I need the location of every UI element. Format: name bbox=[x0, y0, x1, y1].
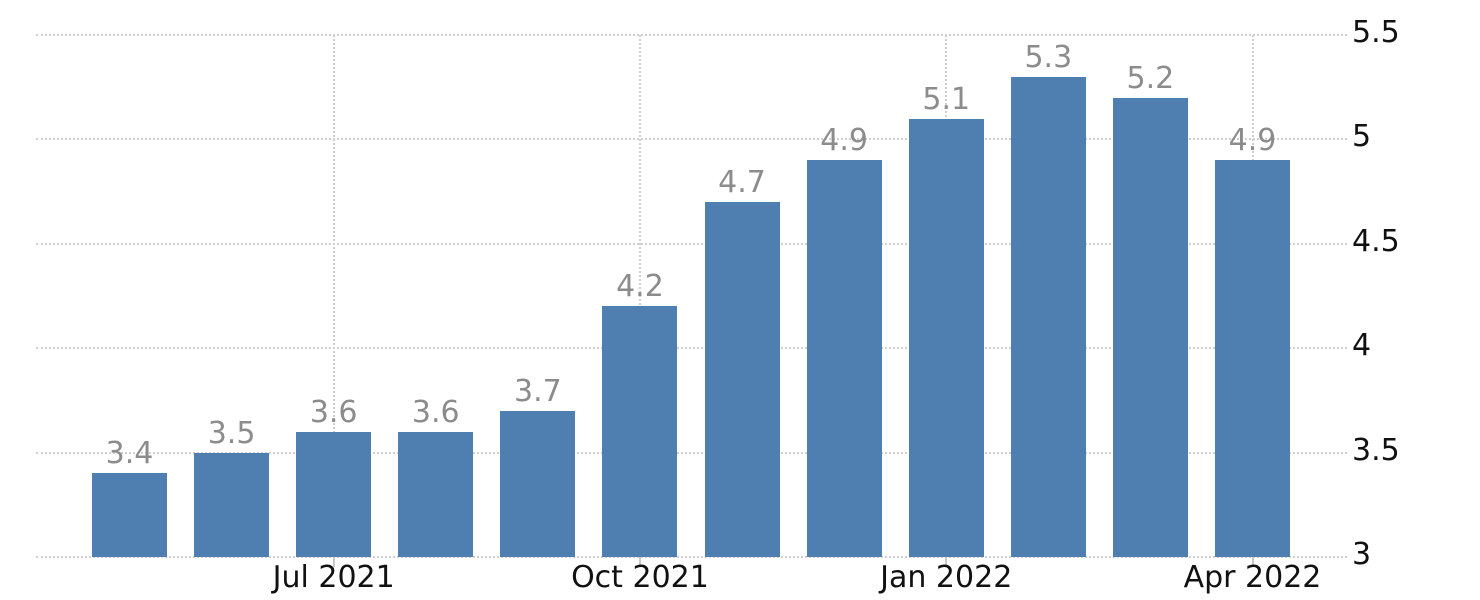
x-axis-tick bbox=[638, 557, 641, 567]
bar-value-label: 4.9 bbox=[1228, 123, 1277, 159]
bar-value-label: 3.7 bbox=[514, 373, 562, 409]
bar[interactable] bbox=[1215, 160, 1290, 557]
bar[interactable] bbox=[92, 473, 167, 557]
x-axis-tick-label: Jul 2021 bbox=[272, 560, 395, 595]
y-axis-tick-label: 5 bbox=[1352, 119, 1372, 155]
bar[interactable] bbox=[296, 431, 372, 557]
bar-value-label: 3.6 bbox=[411, 394, 460, 430]
gridline-vertical bbox=[332, 35, 335, 557]
gridline-horizontal bbox=[36, 347, 1347, 350]
gridline-horizontal bbox=[36, 138, 1347, 141]
y-axis-tick-label: 3.5 bbox=[1352, 432, 1400, 468]
bar-value-label: 4.2 bbox=[616, 269, 664, 305]
bar[interactable] bbox=[1112, 97, 1188, 557]
x-axis-tick bbox=[1251, 557, 1254, 567]
bar-value-label: 5.1 bbox=[922, 81, 971, 117]
gridline-horizontal bbox=[36, 556, 1347, 558]
x-axis-tick-label: Jan 2022 bbox=[880, 560, 1013, 595]
bar-value-label: 4.9 bbox=[820, 123, 868, 159]
bar[interactable] bbox=[704, 202, 780, 557]
bar[interactable] bbox=[806, 160, 882, 557]
bar[interactable] bbox=[500, 410, 576, 557]
gridline-horizontal bbox=[36, 451, 1347, 454]
bar[interactable] bbox=[602, 306, 678, 557]
bar-value-label: 5.2 bbox=[1126, 60, 1175, 96]
y-axis-tick-label: 3 bbox=[1352, 537, 1372, 572]
gridline-horizontal bbox=[36, 242, 1347, 245]
bar[interactable] bbox=[398, 431, 474, 557]
y-axis-tick-label: 5.5 bbox=[1352, 15, 1400, 50]
bar-value-label: 3.6 bbox=[309, 394, 358, 430]
bar-value-label: 4.7 bbox=[718, 165, 766, 201]
bar[interactable] bbox=[1010, 76, 1086, 557]
y-axis-tick-label: 4.5 bbox=[1352, 223, 1400, 259]
bar-value-label: 3.5 bbox=[207, 415, 256, 451]
bar[interactable] bbox=[194, 452, 270, 557]
gridline-vertical bbox=[638, 35, 641, 557]
gridline-horizontal bbox=[36, 34, 1347, 36]
x-axis-tick bbox=[945, 557, 948, 567]
bar[interactable] bbox=[908, 118, 984, 557]
y-axis-tick-label: 4 bbox=[1352, 328, 1372, 364]
bar-value-label: 5.3 bbox=[1024, 39, 1073, 75]
x-axis-tick-label: Apr 2022 bbox=[1183, 560, 1322, 595]
x-axis-tick bbox=[332, 557, 335, 567]
bar-value-label: 3.4 bbox=[105, 436, 154, 472]
x-axis-tick-label: Oct 2021 bbox=[571, 560, 709, 595]
